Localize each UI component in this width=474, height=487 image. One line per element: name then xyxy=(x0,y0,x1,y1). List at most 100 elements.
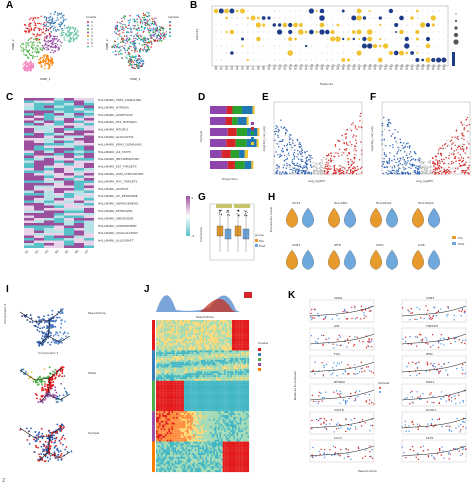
heatmap-cell xyxy=(24,120,34,123)
volcano-point xyxy=(467,156,470,159)
heatmap-cell xyxy=(166,346,169,349)
tsne-point xyxy=(115,32,117,34)
volcano-point xyxy=(418,160,421,162)
dot xyxy=(316,17,318,19)
gene-title: IRF8 xyxy=(334,243,341,247)
heatmap-cell xyxy=(228,329,231,332)
heatmap-cell xyxy=(205,327,208,330)
volcano-point xyxy=(430,166,432,168)
heatmap-cell xyxy=(210,329,212,332)
heatmap-cell xyxy=(225,350,228,353)
heatmap-cell xyxy=(84,140,94,143)
legend-label: 4 xyxy=(91,34,93,38)
tsne-point xyxy=(165,33,168,36)
tsne-point xyxy=(122,41,124,43)
dot xyxy=(390,45,392,47)
heatmap-cell xyxy=(238,333,240,336)
heatmap-cell xyxy=(188,352,191,355)
dot xyxy=(332,45,333,47)
dot xyxy=(416,45,419,47)
tsne-point xyxy=(54,29,57,31)
volcano-point xyxy=(294,171,297,173)
volcano-point xyxy=(342,170,345,173)
heatmap-cell xyxy=(179,335,181,338)
heatmap-cell xyxy=(165,333,167,336)
heatmap-cell xyxy=(204,339,206,341)
volcano-point xyxy=(397,146,399,148)
heatmap-cell xyxy=(182,329,184,332)
heatmap-cell xyxy=(24,103,34,106)
size-legend-dot xyxy=(454,19,458,23)
heatmap-cell xyxy=(196,342,198,345)
heatmap-cell xyxy=(64,135,74,138)
heatmap-cell xyxy=(157,320,160,322)
heatmap-cell xyxy=(191,327,194,330)
dot xyxy=(348,45,349,47)
dot xyxy=(395,38,397,40)
outlier xyxy=(227,214,229,216)
violin xyxy=(412,249,424,270)
dot xyxy=(284,31,286,33)
heatmap-cell xyxy=(190,321,192,324)
heatmap-cell xyxy=(221,342,223,345)
dot xyxy=(305,59,307,61)
heatmap-cell xyxy=(44,200,54,203)
dot xyxy=(213,8,219,14)
heatmap-cell xyxy=(44,213,54,216)
volcano-point xyxy=(386,119,388,121)
volcano-point xyxy=(426,165,429,167)
volcano-point xyxy=(347,144,349,146)
heatmap-cell xyxy=(74,120,84,123)
heatmap-cell xyxy=(238,331,240,334)
gene-title: HLA-DQA2 xyxy=(418,201,434,205)
tsne-point xyxy=(33,38,35,40)
volcano-point xyxy=(453,150,455,152)
volcano-point xyxy=(451,139,453,142)
heatmap-cell xyxy=(238,337,240,340)
heatmap-cell xyxy=(162,346,164,349)
volcano-point xyxy=(293,163,295,166)
volcano-point xyxy=(397,170,399,172)
legend-dot xyxy=(169,28,171,30)
volcano-point xyxy=(326,168,328,170)
tsne-point xyxy=(130,31,133,34)
heatmap-cell xyxy=(213,325,215,328)
heatmap-cell xyxy=(162,333,164,336)
dot xyxy=(356,50,362,56)
tsne-point xyxy=(158,34,160,37)
gene-title: IL1B xyxy=(418,243,425,247)
volcano-point xyxy=(327,159,330,161)
tsne-point xyxy=(74,27,76,29)
tsne-point xyxy=(133,40,136,42)
heatmap-cell xyxy=(202,344,205,347)
heatmap-cell xyxy=(190,339,192,341)
violin xyxy=(428,249,440,270)
heatmap-cell xyxy=(242,329,245,332)
volcano-point xyxy=(428,173,430,175)
volcano-point xyxy=(449,145,451,147)
volcano-point xyxy=(432,160,434,163)
tsne-point xyxy=(45,19,48,22)
heatmap-cell xyxy=(24,185,34,188)
proportion-segment xyxy=(210,139,227,147)
trajectory-cell xyxy=(59,450,62,452)
dot xyxy=(363,24,365,26)
volcano-point xyxy=(433,173,436,175)
tsne-point xyxy=(52,51,55,54)
heatmap-cell xyxy=(239,329,242,332)
dot xyxy=(337,45,339,47)
tsne-point xyxy=(44,43,47,46)
tsne-point xyxy=(147,20,150,22)
tsne-point xyxy=(121,53,123,55)
volcano-point xyxy=(316,168,319,170)
heatmap-cell xyxy=(207,331,209,334)
volcano-point xyxy=(381,122,384,125)
heatmap-cell xyxy=(207,327,209,330)
heatmap-cell xyxy=(24,198,34,201)
heatmap-cell xyxy=(34,108,44,111)
heatmap-cell xyxy=(34,145,44,148)
trajectory-cell xyxy=(40,321,43,324)
volcano-point xyxy=(319,167,321,169)
heatmap-cell xyxy=(221,323,223,326)
heatmap-cell xyxy=(185,323,188,326)
